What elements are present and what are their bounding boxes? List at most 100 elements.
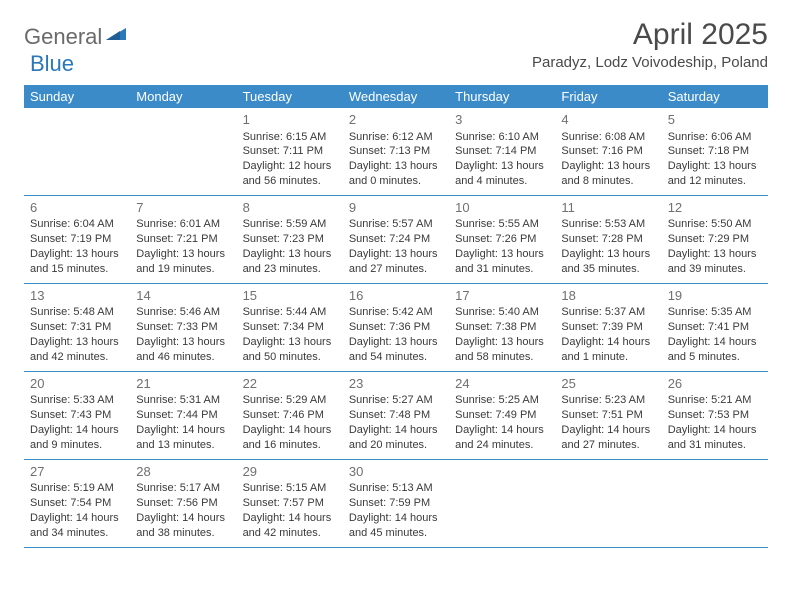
day-number: 25 bbox=[561, 375, 655, 393]
logo-text-gray: General bbox=[24, 24, 102, 50]
sunrise-text: Sunrise: 6:12 AM bbox=[349, 130, 443, 145]
day-cell bbox=[555, 460, 661, 547]
sunrise-text: Sunrise: 5:44 AM bbox=[243, 305, 337, 320]
sunrise-text: Sunrise: 5:42 AM bbox=[349, 305, 443, 320]
sunset-text: Sunset: 7:54 PM bbox=[30, 496, 124, 511]
daylight-text: Daylight: 13 hours and 35 minutes. bbox=[561, 247, 655, 277]
day-cell: 8Sunrise: 5:59 AMSunset: 7:23 PMDaylight… bbox=[237, 196, 343, 283]
day-cell: 3Sunrise: 6:10 AMSunset: 7:14 PMDaylight… bbox=[449, 108, 555, 195]
sunrise-text: Sunrise: 5:25 AM bbox=[455, 393, 549, 408]
day-cell: 30Sunrise: 5:13 AMSunset: 7:59 PMDayligh… bbox=[343, 460, 449, 547]
daylight-text: Daylight: 13 hours and 0 minutes. bbox=[349, 159, 443, 189]
sunset-text: Sunset: 7:59 PM bbox=[349, 496, 443, 511]
day-number: 5 bbox=[668, 111, 762, 129]
sunrise-text: Sunrise: 5:13 AM bbox=[349, 481, 443, 496]
title-block: April 2025 Paradyz, Lodz Voivodeship, Po… bbox=[532, 18, 768, 71]
day-cell: 12Sunrise: 5:50 AMSunset: 7:29 PMDayligh… bbox=[662, 196, 768, 283]
week-row: 27Sunrise: 5:19 AMSunset: 7:54 PMDayligh… bbox=[24, 460, 768, 548]
daylight-text: Daylight: 14 hours and 5 minutes. bbox=[668, 335, 762, 365]
daylight-text: Daylight: 14 hours and 16 minutes. bbox=[243, 423, 337, 453]
day-number: 12 bbox=[668, 199, 762, 217]
sunset-text: Sunset: 7:13 PM bbox=[349, 144, 443, 159]
sunset-text: Sunset: 7:57 PM bbox=[243, 496, 337, 511]
day-cell: 6Sunrise: 6:04 AMSunset: 7:19 PMDaylight… bbox=[24, 196, 130, 283]
day-cell: 4Sunrise: 6:08 AMSunset: 7:16 PMDaylight… bbox=[555, 108, 661, 195]
sunrise-text: Sunrise: 6:01 AM bbox=[136, 217, 230, 232]
day-number: 30 bbox=[349, 463, 443, 481]
daylight-text: Daylight: 14 hours and 9 minutes. bbox=[30, 423, 124, 453]
sunset-text: Sunset: 7:16 PM bbox=[561, 144, 655, 159]
sunrise-text: Sunrise: 5:15 AM bbox=[243, 481, 337, 496]
sunset-text: Sunset: 7:24 PM bbox=[349, 232, 443, 247]
day-cell: 18Sunrise: 5:37 AMSunset: 7:39 PMDayligh… bbox=[555, 284, 661, 371]
daylight-text: Daylight: 14 hours and 20 minutes. bbox=[349, 423, 443, 453]
sunrise-text: Sunrise: 6:10 AM bbox=[455, 130, 549, 145]
sunset-text: Sunset: 7:36 PM bbox=[349, 320, 443, 335]
day-cell: 28Sunrise: 5:17 AMSunset: 7:56 PMDayligh… bbox=[130, 460, 236, 547]
sunset-text: Sunset: 7:21 PM bbox=[136, 232, 230, 247]
sunrise-text: Sunrise: 5:33 AM bbox=[30, 393, 124, 408]
sunrise-text: Sunrise: 5:37 AM bbox=[561, 305, 655, 320]
day-cell: 17Sunrise: 5:40 AMSunset: 7:38 PMDayligh… bbox=[449, 284, 555, 371]
sunset-text: Sunset: 7:34 PM bbox=[243, 320, 337, 335]
day-number: 18 bbox=[561, 287, 655, 305]
daylight-text: Daylight: 13 hours and 19 minutes. bbox=[136, 247, 230, 277]
weeks-container: 1Sunrise: 6:15 AMSunset: 7:11 PMDaylight… bbox=[24, 108, 768, 548]
sunrise-text: Sunrise: 5:40 AM bbox=[455, 305, 549, 320]
daylight-text: Daylight: 14 hours and 24 minutes. bbox=[455, 423, 549, 453]
day-cell: 20Sunrise: 5:33 AMSunset: 7:43 PMDayligh… bbox=[24, 372, 130, 459]
sunrise-text: Sunrise: 5:31 AM bbox=[136, 393, 230, 408]
sunset-text: Sunset: 7:14 PM bbox=[455, 144, 549, 159]
day-cell: 22Sunrise: 5:29 AMSunset: 7:46 PMDayligh… bbox=[237, 372, 343, 459]
day-number: 29 bbox=[243, 463, 337, 481]
day-cell: 21Sunrise: 5:31 AMSunset: 7:44 PMDayligh… bbox=[130, 372, 236, 459]
daylight-text: Daylight: 13 hours and 58 minutes. bbox=[455, 335, 549, 365]
sunset-text: Sunset: 7:43 PM bbox=[30, 408, 124, 423]
day-header-cell: Monday bbox=[130, 85, 236, 108]
month-title: April 2025 bbox=[532, 18, 768, 52]
daylight-text: Daylight: 13 hours and 50 minutes. bbox=[243, 335, 337, 365]
sunset-text: Sunset: 7:41 PM bbox=[668, 320, 762, 335]
day-cell: 19Sunrise: 5:35 AMSunset: 7:41 PMDayligh… bbox=[662, 284, 768, 371]
day-cell bbox=[130, 108, 236, 195]
day-number: 13 bbox=[30, 287, 124, 305]
day-number: 10 bbox=[455, 199, 549, 217]
day-cell: 2Sunrise: 6:12 AMSunset: 7:13 PMDaylight… bbox=[343, 108, 449, 195]
day-header-cell: Tuesday bbox=[237, 85, 343, 108]
day-cell: 15Sunrise: 5:44 AMSunset: 7:34 PMDayligh… bbox=[237, 284, 343, 371]
sunrise-text: Sunrise: 5:48 AM bbox=[30, 305, 124, 320]
week-row: 1Sunrise: 6:15 AMSunset: 7:11 PMDaylight… bbox=[24, 108, 768, 196]
week-row: 6Sunrise: 6:04 AMSunset: 7:19 PMDaylight… bbox=[24, 196, 768, 284]
sunset-text: Sunset: 7:19 PM bbox=[30, 232, 124, 247]
day-cell: 14Sunrise: 5:46 AMSunset: 7:33 PMDayligh… bbox=[130, 284, 236, 371]
sunset-text: Sunset: 7:28 PM bbox=[561, 232, 655, 247]
day-cell: 24Sunrise: 5:25 AMSunset: 7:49 PMDayligh… bbox=[449, 372, 555, 459]
sunrise-text: Sunrise: 5:57 AM bbox=[349, 217, 443, 232]
sunrise-text: Sunrise: 6:06 AM bbox=[668, 130, 762, 145]
sunrise-text: Sunrise: 5:21 AM bbox=[668, 393, 762, 408]
day-cell: 10Sunrise: 5:55 AMSunset: 7:26 PMDayligh… bbox=[449, 196, 555, 283]
week-row: 13Sunrise: 5:48 AMSunset: 7:31 PMDayligh… bbox=[24, 284, 768, 372]
day-number: 8 bbox=[243, 199, 337, 217]
day-cell: 1Sunrise: 6:15 AMSunset: 7:11 PMDaylight… bbox=[237, 108, 343, 195]
day-number: 4 bbox=[561, 111, 655, 129]
day-cell: 27Sunrise: 5:19 AMSunset: 7:54 PMDayligh… bbox=[24, 460, 130, 547]
sunrise-text: Sunrise: 5:50 AM bbox=[668, 217, 762, 232]
day-number: 27 bbox=[30, 463, 124, 481]
day-number: 7 bbox=[136, 199, 230, 217]
sunrise-text: Sunrise: 5:46 AM bbox=[136, 305, 230, 320]
sunrise-text: Sunrise: 6:15 AM bbox=[243, 130, 337, 145]
location-text: Paradyz, Lodz Voivodeship, Poland bbox=[532, 54, 768, 71]
day-number: 9 bbox=[349, 199, 443, 217]
sunrise-text: Sunrise: 5:19 AM bbox=[30, 481, 124, 496]
day-cell: 11Sunrise: 5:53 AMSunset: 7:28 PMDayligh… bbox=[555, 196, 661, 283]
day-number: 14 bbox=[136, 287, 230, 305]
daylight-text: Daylight: 14 hours and 45 minutes. bbox=[349, 511, 443, 541]
day-cell: 25Sunrise: 5:23 AMSunset: 7:51 PMDayligh… bbox=[555, 372, 661, 459]
sunset-text: Sunset: 7:18 PM bbox=[668, 144, 762, 159]
daylight-text: Daylight: 14 hours and 34 minutes. bbox=[30, 511, 124, 541]
daylight-text: Daylight: 13 hours and 42 minutes. bbox=[30, 335, 124, 365]
day-cell: 7Sunrise: 6:01 AMSunset: 7:21 PMDaylight… bbox=[130, 196, 236, 283]
daylight-text: Daylight: 12 hours and 56 minutes. bbox=[243, 159, 337, 189]
day-cell: 23Sunrise: 5:27 AMSunset: 7:48 PMDayligh… bbox=[343, 372, 449, 459]
